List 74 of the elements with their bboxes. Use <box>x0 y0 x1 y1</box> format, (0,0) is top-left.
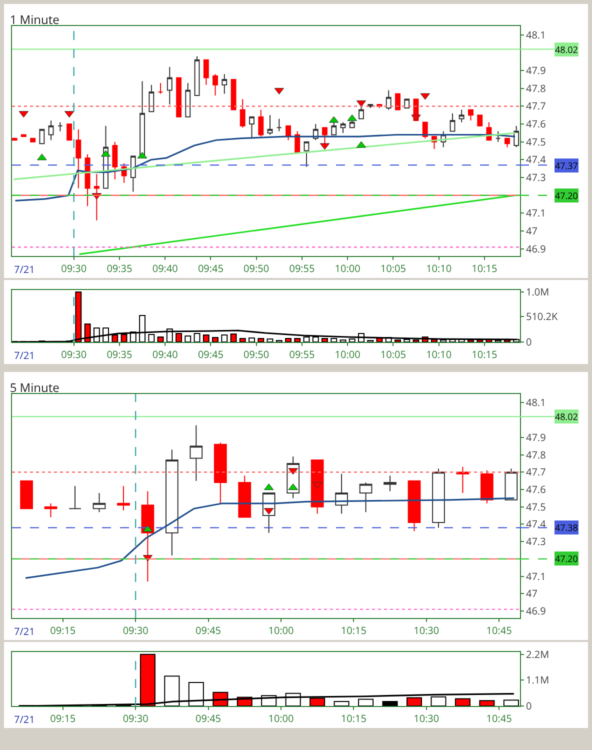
x-tick-label: 09:45 <box>198 261 224 275</box>
y-tick-label: 47.4 <box>526 516 546 531</box>
y-tick-label: 46.9 <box>526 241 546 256</box>
y-tick-label: 47.5 <box>526 134 546 148</box>
y-tick-label: 1.1M <box>526 672 550 687</box>
x-tick-label: 10:15 <box>340 623 367 637</box>
y-tick-label: 47.9 <box>526 63 546 78</box>
x-tick-label: 09:30 <box>122 711 149 725</box>
x-tick-label: 09:50 <box>244 261 270 275</box>
x-tick-label: 10:00 <box>334 261 361 275</box>
x-tick-label: 09:15 <box>50 711 76 725</box>
text: 7/21 <box>14 712 35 726</box>
text: 7/21 <box>14 262 35 276</box>
y-tick-label: 47 <box>526 224 538 238</box>
x-tick-label: 09:30 <box>61 261 87 275</box>
x-tick-label: 09:55 <box>289 347 315 361</box>
x-tick-label: 09:35 <box>106 347 132 361</box>
y-tick-label: 47.7 <box>526 464 546 479</box>
x-tick-label: 10:00 <box>268 711 294 725</box>
y-tick-label: 47.9 <box>526 430 546 444</box>
x-tick-label: 09:35 <box>106 261 132 275</box>
text: 7/21 <box>14 624 35 638</box>
y-tick-label: 47.1 <box>526 568 546 583</box>
y-tick-label: 47.8 <box>526 80 546 95</box>
x-tick-label: 10:00 <box>268 623 294 637</box>
ref-line-label: 47.38 <box>555 521 578 534</box>
chart-title: 5 Minute <box>10 379 60 396</box>
y-tick-label: 47.7 <box>526 98 546 113</box>
x-tick-label: 10:10 <box>426 347 452 361</box>
x-tick-label: 10:30 <box>414 711 440 725</box>
y-tick-label: 1.0M <box>526 284 550 298</box>
y-tick-label: 47.6 <box>526 116 546 131</box>
y-tick-label: 48.1 <box>526 27 546 42</box>
x-tick-label: 09:45 <box>196 711 222 725</box>
x-tick-label: 10:30 <box>414 623 440 637</box>
x-tick-label: 09:15 <box>50 623 76 637</box>
ref-line-label: 47.20 <box>555 552 578 565</box>
x-tick-label: 10:45 <box>486 623 512 637</box>
y-tick-label: 47.3 <box>526 534 546 548</box>
x-tick-label: 10:15 <box>472 261 498 275</box>
y-tick-label: 0 <box>526 334 532 348</box>
y-tick-label: 47 <box>526 586 538 600</box>
y-tick-label: 0 <box>526 698 532 712</box>
x-tick-label: 10:05 <box>380 347 406 361</box>
y-tick-label: 47.3 <box>526 170 546 184</box>
text: 7/21 <box>14 348 35 362</box>
ref-line-label: 47.20 <box>555 189 578 202</box>
x-tick-label: 09:40 <box>152 261 178 275</box>
x-tick-label: 09:30 <box>122 623 149 637</box>
y-tick-label: 47.5 <box>526 499 546 514</box>
x-tick-label: 10:45 <box>486 711 512 725</box>
ref-line-label: 48.02 <box>555 410 578 423</box>
x-tick-label: 09:45 <box>198 347 224 361</box>
y-tick-label: 46.9 <box>526 604 546 618</box>
x-tick-label: 09:40 <box>152 347 178 361</box>
x-tick-label: 10:10 <box>426 261 452 275</box>
y-tick-label: 47.8 <box>526 447 546 462</box>
x-tick-label: 09:50 <box>244 347 270 361</box>
y-tick-label: 48.1 <box>526 395 546 410</box>
ref-line-label: 48.02 <box>555 43 578 56</box>
x-tick-label: 10:00 <box>334 347 361 361</box>
x-tick-label: 09:55 <box>289 261 315 275</box>
y-tick-label: 47.6 <box>526 482 546 496</box>
x-tick-label: 10:15 <box>340 711 367 725</box>
chart-title: 1 Minute <box>10 11 60 28</box>
ref-line-label: 47.37 <box>555 159 578 172</box>
x-tick-label: 10:15 <box>472 347 498 361</box>
x-tick-label: 09:30 <box>61 347 87 361</box>
x-tick-label: 10:05 <box>380 261 406 275</box>
y-tick-label: 47.4 <box>526 152 546 166</box>
y-tick-label: 2.2M <box>526 646 550 661</box>
y-tick-label: 47.1 <box>526 206 546 220</box>
y-tick-label: 510.2K <box>526 308 558 323</box>
x-tick-label: 09:45 <box>196 623 222 637</box>
